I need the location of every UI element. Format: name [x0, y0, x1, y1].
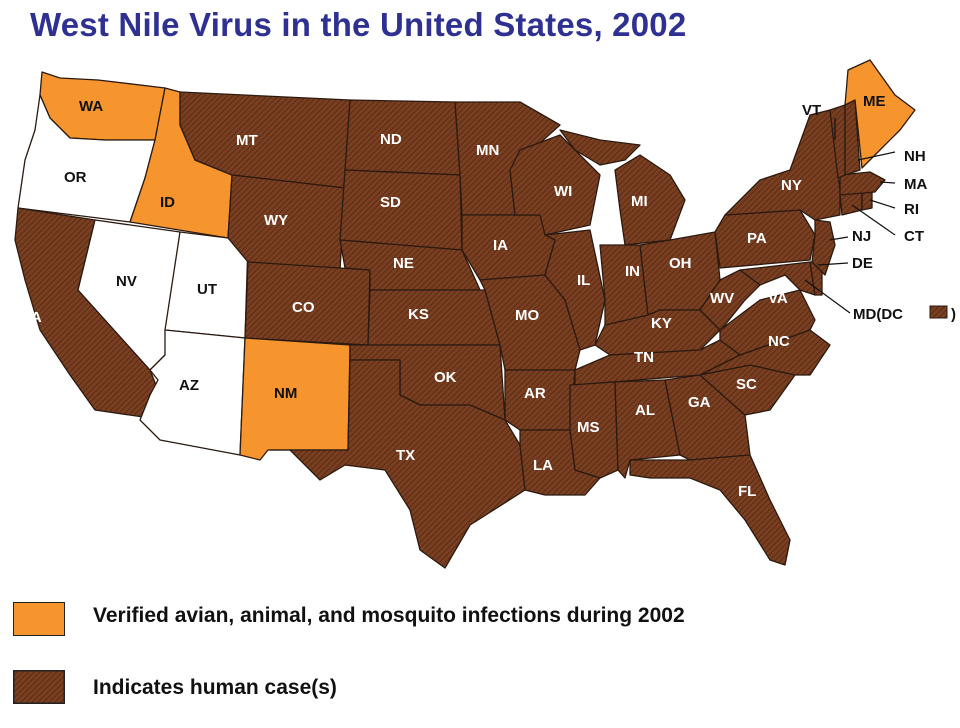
label-RI: RI: [904, 201, 919, 218]
label-SD: SD: [380, 194, 401, 211]
callout-md: [804, 279, 851, 314]
legend-label-verified: Verified avian, animal, and mosquito inf…: [93, 604, 685, 627]
state-IL: [544, 229, 606, 351]
label-MT: MT: [236, 132, 258, 149]
label-PA: PA: [747, 230, 767, 247]
label-IA: IA: [493, 237, 508, 254]
label-OK: OK: [434, 369, 457, 386]
state-TX: [269, 359, 526, 569]
label-OH: OH: [669, 255, 692, 272]
legend-swatch-human: [13, 670, 65, 704]
callout-nj: [829, 236, 849, 241]
label-WA: WA: [79, 98, 103, 115]
label-MO: MO: [515, 307, 539, 324]
label-TX: TX: [396, 447, 415, 464]
state-CT: [839, 191, 863, 216]
label-WV: WV: [710, 290, 734, 307]
label-DE: DE: [852, 255, 873, 272]
label-MN: MN: [476, 142, 499, 159]
label-CO: CO: [292, 299, 315, 316]
state-NJ: [811, 219, 836, 276]
legend-label-human: Indicates human case(s): [93, 676, 337, 699]
label-WY: WY: [264, 212, 288, 229]
state-WV: [699, 269, 761, 331]
label-NE: NE: [393, 255, 414, 272]
label-MI: MI: [631, 193, 648, 210]
dc-swatch: [929, 305, 948, 319]
label-VA: VA: [768, 290, 788, 307]
label-ND: ND: [380, 131, 402, 148]
callout-ma: [879, 181, 896, 184]
state-ND: [344, 99, 461, 176]
callout-ct: [851, 204, 896, 236]
label-MD-DC: MD(DC: [853, 306, 903, 323]
label-NM: NM: [274, 385, 297, 402]
label-NC: NC: [768, 333, 790, 350]
state-NY: [724, 109, 841, 221]
map-title: West Nile Virus in the United States, 20…: [30, 6, 687, 43]
label-OR: OR: [64, 169, 87, 186]
state-RI: [861, 191, 873, 211]
label-NJ: NJ: [852, 228, 871, 245]
label-NY: NY: [781, 177, 802, 194]
callout-ri: [869, 199, 896, 209]
label-AZ: AZ: [179, 377, 199, 394]
state-MI-UP: [559, 129, 641, 166]
label-WI: WI: [554, 183, 572, 200]
label-KY: KY: [651, 315, 672, 332]
label-NV: NV: [116, 273, 137, 290]
state-IA: [461, 214, 556, 281]
label-MS: MS: [577, 419, 600, 436]
label-NH: NH: [904, 148, 926, 165]
label-CT: CT: [904, 228, 924, 245]
label-TN: TN: [634, 349, 654, 366]
label-AL: AL: [635, 402, 655, 419]
label-IN: IN: [625, 263, 640, 280]
label-KS: KS: [408, 306, 429, 323]
label-CA: CA: [20, 309, 42, 326]
label-GA: GA: [688, 394, 711, 411]
label-LA: LA: [533, 457, 553, 474]
label-ME: ME: [863, 93, 886, 110]
legend-swatch-verified: [13, 602, 65, 636]
label-UT: UT: [197, 281, 217, 298]
label-MA: MA: [904, 176, 927, 193]
label-ID: ID: [160, 194, 175, 211]
label-SC: SC: [736, 376, 757, 393]
label-VT: VT: [802, 102, 821, 119]
state-FL: [629, 454, 791, 566]
label-FL: FL: [738, 483, 756, 500]
label-paren-close: ): [951, 306, 956, 323]
state-VA: [719, 289, 816, 356]
label-IL: IL: [577, 272, 590, 289]
state-ME: [844, 59, 916, 169]
label-AR: AR: [524, 385, 546, 402]
state-SD: [339, 169, 463, 251]
state-MI: [614, 154, 686, 246]
state-MA: [839, 171, 886, 196]
callout-nh: [857, 151, 896, 161]
callout-de: [817, 262, 849, 266]
state-KS: [367, 289, 501, 346]
